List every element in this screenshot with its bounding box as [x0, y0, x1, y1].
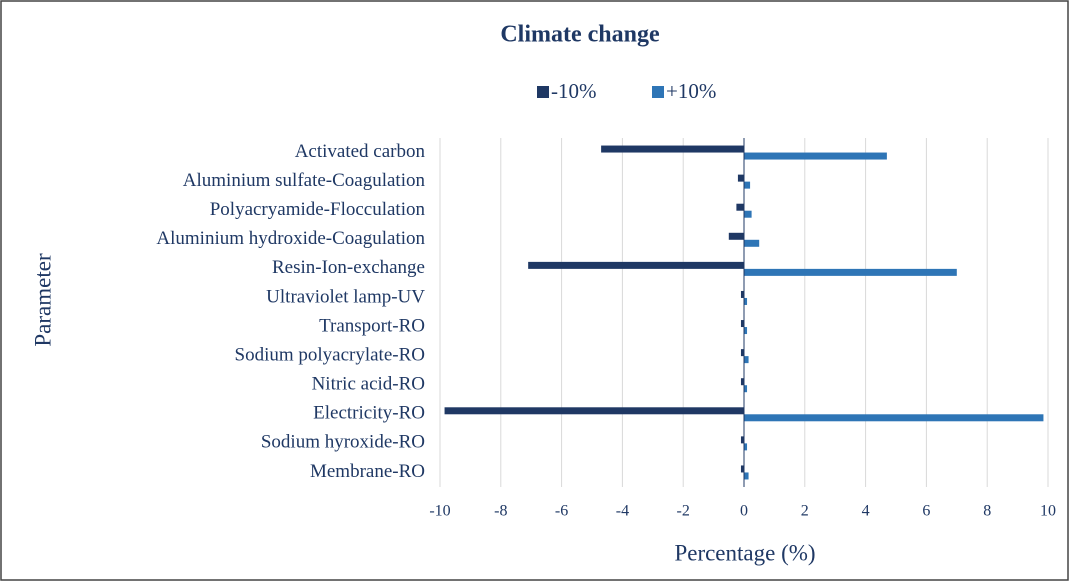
- x-tick-label: -8: [494, 503, 507, 520]
- legend-swatch: [537, 86, 549, 98]
- x-tick-label: -10: [429, 503, 450, 520]
- bar: [744, 297, 748, 305]
- bar: [737, 174, 744, 182]
- bar: [740, 320, 744, 328]
- bar: [744, 385, 748, 393]
- bar: [740, 290, 744, 298]
- x-tick-label: 2: [801, 503, 809, 520]
- bar: [744, 239, 760, 247]
- y-tick-label: Electricity-RO: [313, 403, 425, 424]
- bar: [528, 261, 744, 269]
- x-tick-label: 8: [983, 503, 991, 520]
- x-tick-label: 0: [740, 503, 748, 520]
- legend-swatch: [652, 86, 664, 98]
- y-tick-label: Aluminium hydroxide-Coagulation: [156, 228, 425, 249]
- bar: [744, 152, 887, 160]
- bar: [744, 268, 957, 276]
- bar: [601, 145, 744, 153]
- x-tick-label: 4: [862, 503, 870, 520]
- bar: [744, 356, 749, 364]
- bar: [744, 472, 749, 480]
- y-tick-label: Nitric acid-RO: [312, 374, 425, 395]
- bar: [444, 407, 744, 415]
- x-tick-label: 6: [922, 503, 930, 520]
- x-tick-label: -2: [677, 503, 690, 520]
- bar: [740, 436, 744, 444]
- y-tick-label: Ultraviolet lamp-UV: [266, 286, 425, 307]
- x-axis-label: Percentage (%): [674, 540, 815, 565]
- bar: [744, 414, 1044, 422]
- y-tick-label: Aluminium sulfate-Coagulation: [183, 170, 426, 191]
- bar: [744, 327, 748, 335]
- y-tick-label: Activated carbon: [295, 141, 426, 162]
- chart-title: Climate change: [500, 22, 660, 48]
- x-tick-label: 10: [1040, 503, 1056, 520]
- bar: [744, 443, 748, 451]
- y-axis-label: Parameter: [30, 253, 55, 347]
- y-tick-label: Transport-RO: [319, 315, 425, 336]
- bar: [744, 210, 752, 218]
- y-tick-label: Membrane-RO: [310, 461, 425, 482]
- bar: [740, 378, 744, 386]
- bar: [740, 349, 744, 357]
- y-tick-label: Sodium polyacrylate-RO: [235, 344, 426, 365]
- bar: [736, 203, 744, 211]
- bar: [728, 232, 744, 240]
- bar: [744, 181, 751, 189]
- y-tick-label: Resin-Ion-exchange: [272, 257, 425, 278]
- x-tick-label: -6: [555, 503, 568, 520]
- x-tick-label: -4: [616, 503, 629, 520]
- legend-label: +10%: [666, 79, 716, 103]
- legend-label: -10%: [551, 79, 597, 103]
- y-tick-label: Polyacryamide-Flocculation: [210, 199, 426, 220]
- bar: [740, 465, 744, 473]
- y-tick-label: Sodium hyroxide-RO: [261, 432, 425, 453]
